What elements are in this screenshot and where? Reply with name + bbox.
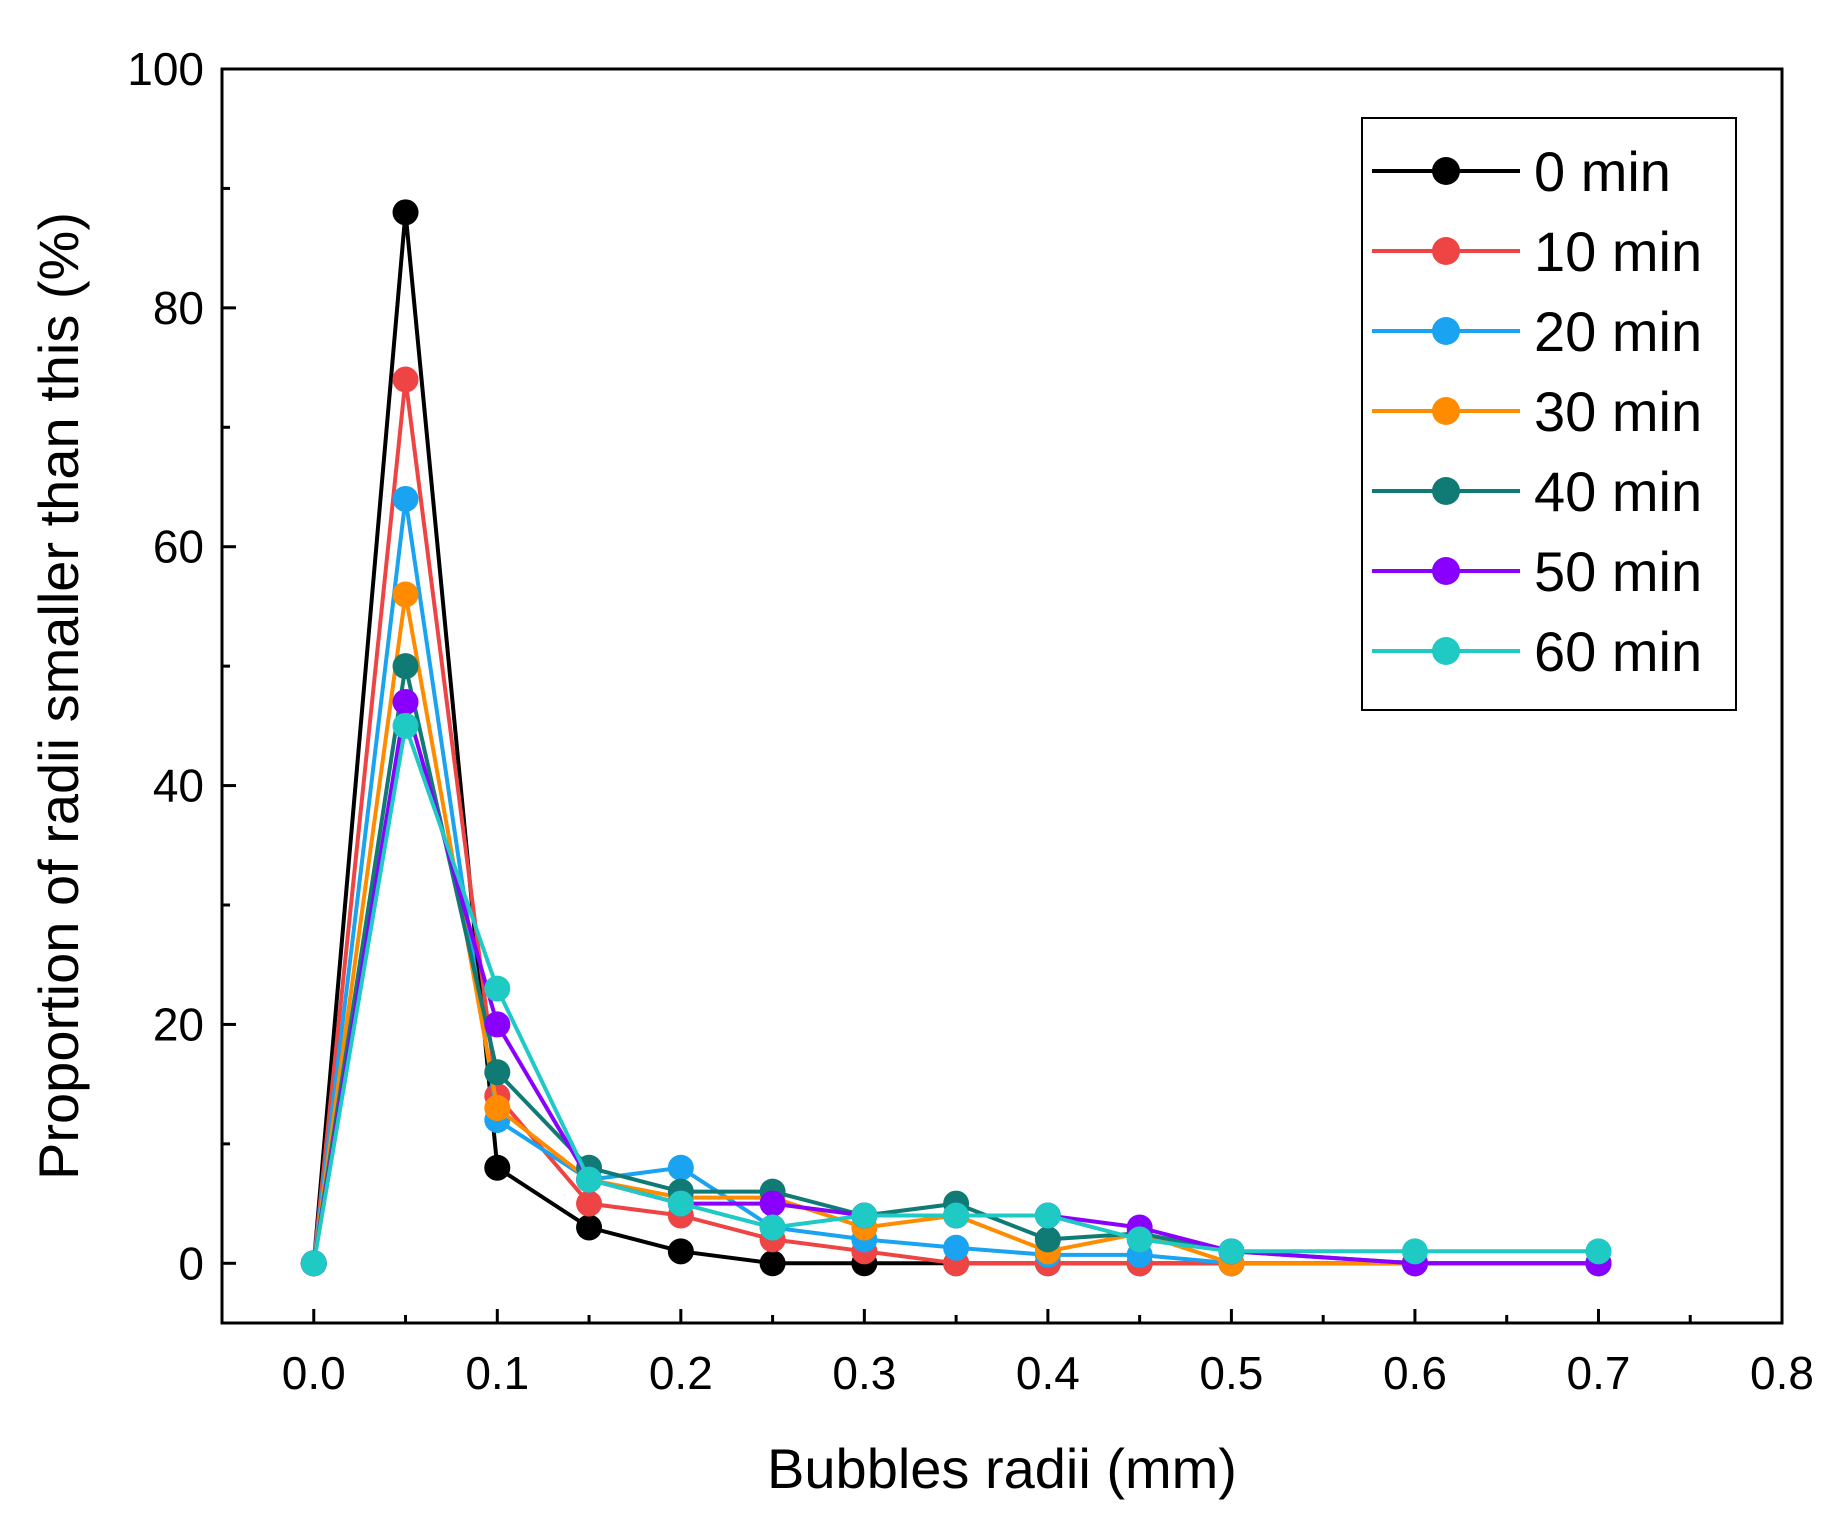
y-tick-label: 20 (153, 998, 204, 1050)
x-axis-title: Bubbles radii (mm) (767, 1437, 1237, 1500)
data-point (576, 1190, 603, 1217)
data-point (1034, 1226, 1061, 1253)
legend-label: 40 min (1534, 460, 1702, 523)
x-tick-label: 0.2 (649, 1347, 713, 1399)
legend-label: 30 min (1534, 380, 1702, 443)
legend-marker (1432, 157, 1460, 185)
legend-item: 30 min (1372, 380, 1702, 443)
data-point (484, 975, 511, 1002)
data-point (484, 1154, 511, 1181)
series-60-min (300, 712, 1612, 1277)
legend: 0 min 10 min 20 min 30 min 40 min 50 min 60 mi… (1361, 117, 1737, 711)
legend-label: 20 min (1534, 300, 1702, 363)
x-tick-label: 0.5 (1199, 1347, 1263, 1399)
y-tick-label: 80 (153, 282, 204, 334)
y-tick-label: 60 (153, 521, 204, 573)
y-axis-title: Proportion of radii smaller than this (%… (27, 212, 90, 1180)
legend-marker (1432, 397, 1460, 425)
data-point (1126, 1226, 1153, 1253)
x-tick-label: 0.8 (1750, 1347, 1814, 1399)
data-point (392, 688, 419, 715)
data-point (667, 1238, 694, 1265)
data-point (943, 1202, 970, 1229)
data-point (576, 1166, 603, 1193)
legend-item: 40 min (1372, 460, 1702, 523)
data-point (1034, 1202, 1061, 1229)
data-point (576, 1214, 603, 1241)
data-point (392, 581, 419, 608)
data-point (759, 1250, 786, 1277)
legend-label: 10 min (1534, 220, 1702, 283)
axes: 0.0 0.1 0.2 0.3 0.4 0.5 0.6 0.7 0.8 0 20 40 60 80 100 B… (27, 43, 1814, 1500)
x-tick-label: 0.1 (465, 1347, 529, 1399)
x-tick-label: 0.3 (832, 1347, 896, 1399)
legend-box (1361, 117, 1737, 711)
x-tick-label: 0.6 (1383, 1347, 1447, 1399)
data-point (484, 1095, 511, 1122)
legend-marker (1432, 477, 1460, 505)
x-tick-label: 0.0 (282, 1347, 346, 1399)
legend-label: 0 min (1534, 140, 1671, 203)
series-group (300, 199, 1612, 1277)
data-point (851, 1202, 878, 1229)
data-point (1401, 1238, 1428, 1265)
y-tick-label: 100 (127, 43, 204, 95)
legend-item: 10 min (1372, 220, 1702, 283)
data-point (1585, 1238, 1612, 1265)
data-point (667, 1190, 694, 1217)
data-point (759, 1214, 786, 1241)
legend-item: 50 min (1372, 540, 1702, 603)
legend-marker (1432, 317, 1460, 345)
legend-label: 60 min (1534, 620, 1702, 683)
legend-item: 60 min (1372, 620, 1702, 683)
data-point (300, 1250, 327, 1277)
plot-frame (220, 67, 1784, 1325)
data-point (484, 1059, 511, 1086)
data-point (392, 366, 419, 393)
data-point (484, 1011, 511, 1038)
data-point (392, 199, 419, 226)
x-tick-label: 0.4 (1016, 1347, 1080, 1399)
y-tick-label: 40 (153, 760, 204, 812)
legend-item: 20 min (1372, 300, 1702, 363)
legend-marker (1432, 237, 1460, 265)
y-tick-label: 0 (178, 1237, 204, 1289)
legend-item: 0 min (1372, 140, 1671, 203)
data-point (943, 1234, 970, 1261)
data-point (392, 653, 419, 680)
data-point (759, 1190, 786, 1217)
data-point (392, 485, 419, 512)
legend-marker (1432, 637, 1460, 665)
data-point (392, 712, 419, 739)
legend-label: 50 min (1534, 540, 1702, 603)
data-point (667, 1154, 694, 1181)
legend-marker (1432, 557, 1460, 585)
series-40-min (300, 653, 1612, 1277)
data-point (1218, 1238, 1245, 1265)
x-tick-label: 0.7 (1566, 1347, 1630, 1399)
